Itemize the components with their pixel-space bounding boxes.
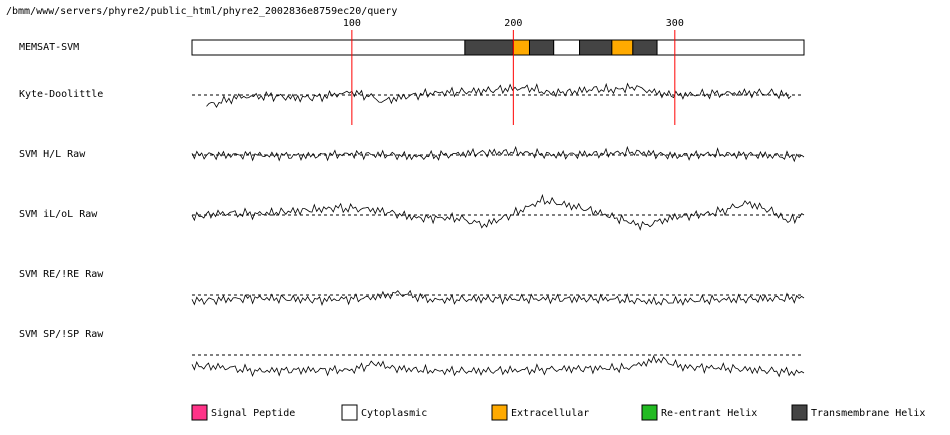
topology-segment-transmembrane <box>464 39 514 56</box>
legend-label: Cytoplasmic <box>361 408 427 419</box>
topology-segment-cytoplasmic <box>553 39 581 56</box>
legend-label: Transmembrane Helix <box>811 408 925 419</box>
legend-swatch <box>491 404 508 421</box>
track-label: SVM RE/!RE Raw <box>19 269 104 280</box>
track-label: Kyte-Doolittle <box>19 89 103 100</box>
topology-segment-extracellular <box>512 39 530 56</box>
legend-swatch <box>791 404 808 421</box>
topology-segment-cytoplasmic <box>656 39 805 56</box>
legend-swatch <box>341 404 358 421</box>
legend-label: Re-entrant Helix <box>661 408 757 419</box>
track-label: MEMSAT-SVM <box>19 42 79 53</box>
legend-swatch <box>191 404 208 421</box>
legend-swatch <box>641 404 658 421</box>
x-tick-label: 100 <box>343 18 361 29</box>
query-path-label: /bmm/www/servers/phyre2/public_html/phyr… <box>6 6 397 17</box>
track-label: SVM H/L Raw <box>19 149 86 160</box>
topology-segment-transmembrane <box>632 39 658 56</box>
legend-label: Signal Peptide <box>211 408 295 419</box>
topology-segment-transmembrane <box>528 39 555 56</box>
topology-segment-cytoplasmic <box>191 39 466 56</box>
legend-label: Extracellular <box>511 408 589 419</box>
track-label: SVM SP/!SP Raw <box>19 329 104 340</box>
profile-line-svm_sp_isp <box>191 354 805 378</box>
x-tick-label: 200 <box>504 18 522 29</box>
track-label: SVM iL/oL Raw <box>19 209 98 220</box>
topology-bar-outline <box>191 39 805 56</box>
profile-line-svm_h_l <box>191 145 805 163</box>
profile-line-svm_re_ire <box>191 289 805 307</box>
profile-line-kyte_doolittle <box>206 82 792 109</box>
x-tick-label: 300 <box>666 18 684 29</box>
topology-segment-extracellular <box>611 39 634 56</box>
topology-segment-transmembrane <box>579 39 613 56</box>
profile-line-svm_il_ol <box>191 193 805 231</box>
